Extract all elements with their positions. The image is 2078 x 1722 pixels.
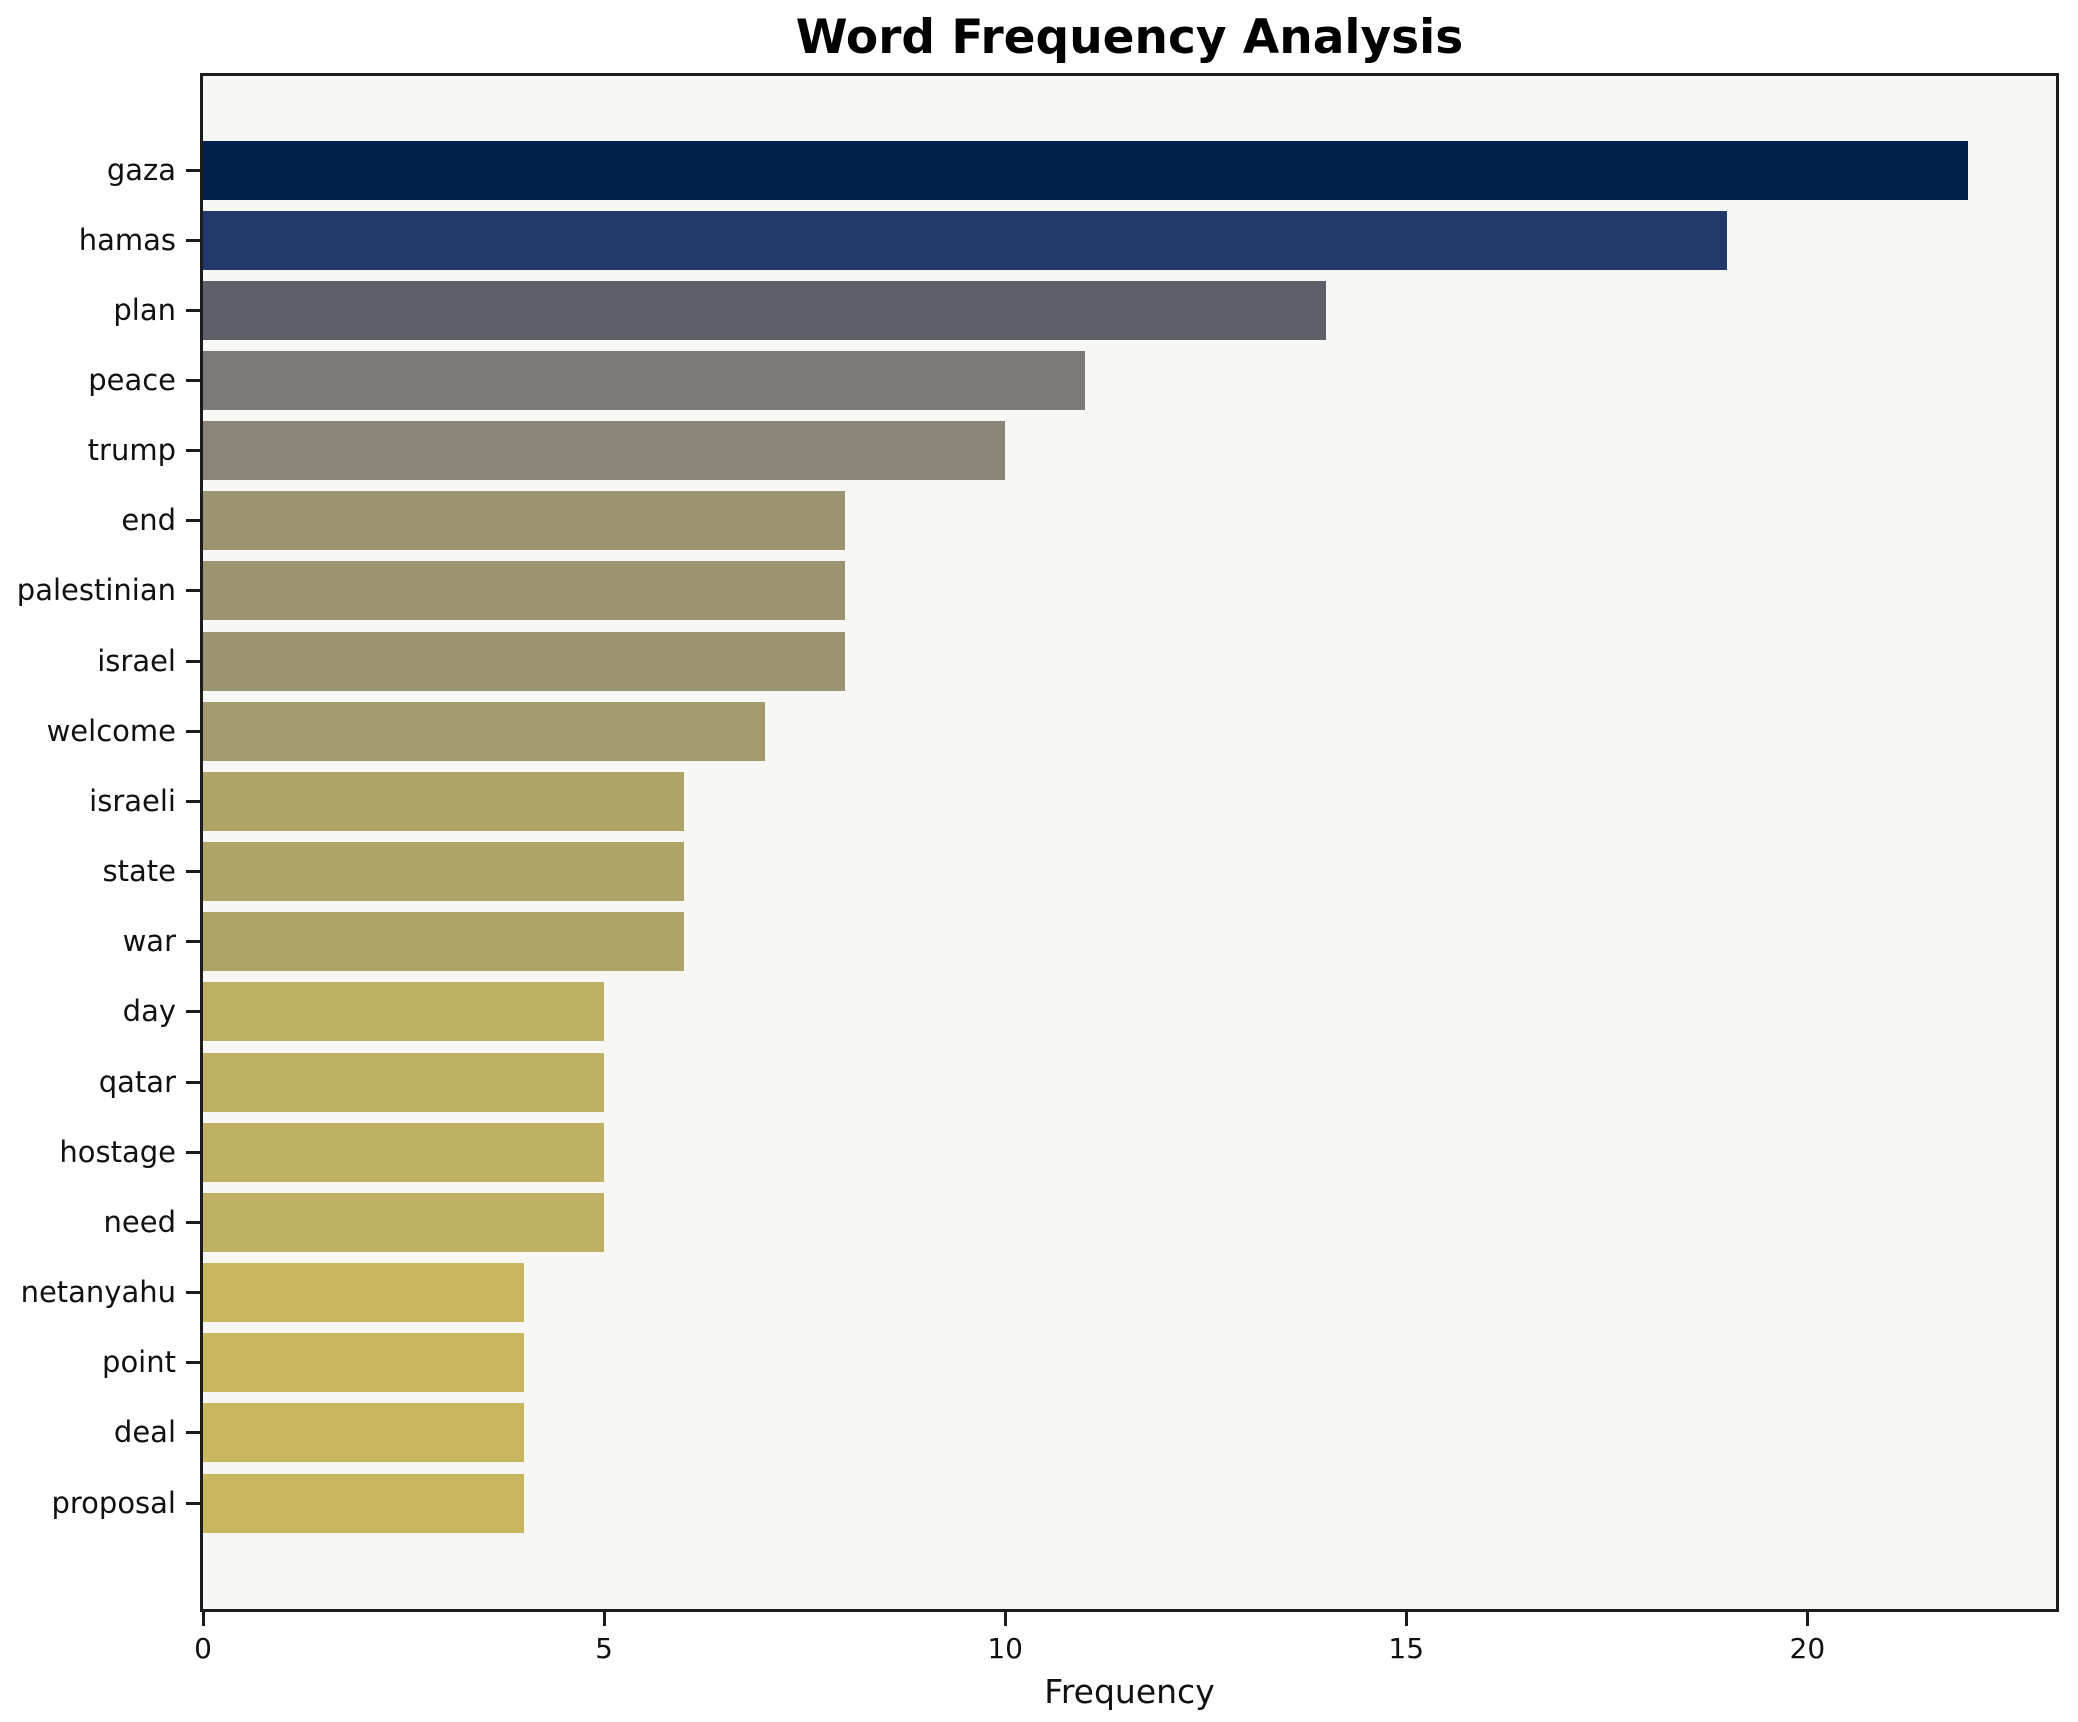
bar-need (203, 1192, 605, 1252)
x-tick (201, 1612, 205, 1626)
chart-title: Word Frequency Analysis (795, 10, 1464, 65)
y-tick-label-need: need (103, 1204, 176, 1239)
y-tick-label-qatar: qatar (98, 1064, 176, 1099)
bar-deal (203, 1403, 524, 1463)
x-tick (602, 1612, 606, 1626)
y-tick-label-hostage: hostage (59, 1134, 176, 1169)
y-tick (186, 1501, 200, 1505)
bar-proposal (203, 1473, 524, 1533)
x-tick (1003, 1612, 1007, 1626)
y-tick (186, 659, 200, 663)
bar-qatar (203, 1052, 605, 1112)
y-tick-label-plan: plan (113, 292, 176, 327)
y-tick-label-israeli: israeli (89, 783, 176, 818)
y-tick-label-netanyahu: netanyahu (20, 1275, 176, 1310)
bar-hamas (203, 210, 1728, 270)
y-tick-label-peace: peace (88, 362, 176, 397)
y-tick (186, 940, 200, 944)
y-tick (186, 1150, 200, 1154)
bar-hostage (203, 1122, 605, 1182)
x-tick-label-10: 10 (987, 1632, 1023, 1665)
x-tick-label-0: 0 (194, 1632, 212, 1665)
bar-gaza (203, 140, 1968, 200)
y-tick (186, 449, 200, 453)
y-tick (186, 870, 200, 874)
y-tick (186, 308, 200, 312)
y-tick-label-hamas: hamas (78, 222, 176, 257)
y-tick (186, 1361, 200, 1365)
y-tick (186, 589, 200, 593)
bar-plan (203, 280, 1327, 340)
x-axis-title: Frequency (1044, 1672, 1215, 1711)
bar-palestinian (203, 561, 845, 621)
y-tick (186, 519, 200, 523)
y-tick-label-palestinian: palestinian (16, 573, 176, 608)
y-tick (186, 799, 200, 803)
bar-peace (203, 350, 1086, 410)
x-tick (1404, 1612, 1408, 1626)
bar-israel (203, 631, 845, 691)
y-tick-label-welcome: welcome (46, 713, 176, 748)
y-tick (186, 729, 200, 733)
bar-trump (203, 421, 1006, 481)
y-tick (186, 168, 200, 172)
bar-point (203, 1333, 524, 1393)
bar-end (203, 491, 845, 551)
y-tick-label-trump: trump (87, 433, 176, 468)
y-tick-label-israel: israel (97, 643, 176, 678)
x-tick-label-20: 20 (1789, 1632, 1826, 1665)
x-tick (1805, 1612, 1809, 1626)
bar-netanyahu (203, 1263, 524, 1323)
y-tick (186, 1080, 200, 1084)
y-tick-label-war: war (122, 924, 176, 959)
bar-day (203, 982, 605, 1042)
bar-welcome (203, 701, 765, 761)
y-tick-label-end: end (121, 503, 176, 538)
y-tick-label-proposal: proposal (51, 1485, 176, 1520)
y-tick-label-state: state (102, 854, 176, 889)
bar-state (203, 842, 685, 902)
y-tick (186, 1010, 200, 1014)
bar-war (203, 912, 685, 972)
y-tick (186, 1220, 200, 1224)
y-tick-label-deal: deal (113, 1415, 176, 1450)
x-tick-label-5: 5 (595, 1632, 613, 1665)
y-tick (186, 238, 200, 242)
plot-area (200, 73, 2059, 1612)
y-tick-label-point: point (102, 1345, 176, 1380)
y-tick-label-gaza: gaza (106, 152, 176, 187)
y-tick (186, 1291, 200, 1295)
y-tick-label-day: day (122, 994, 176, 1029)
x-tick-label-15: 15 (1388, 1632, 1425, 1665)
y-tick (186, 1431, 200, 1435)
y-tick (186, 378, 200, 382)
bar-israeli (203, 771, 685, 831)
